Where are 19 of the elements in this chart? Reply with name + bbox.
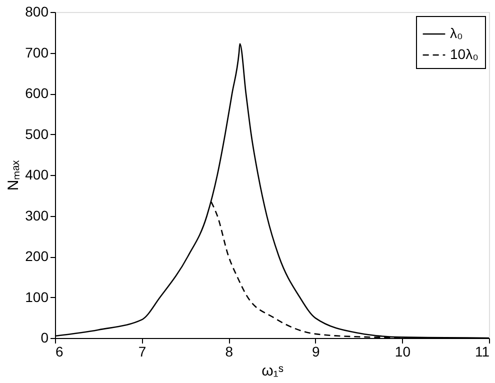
x-tick-label: 9 (312, 344, 320, 360)
y-tick-label: 300 (25, 207, 49, 224)
y-tick-label: 0 (40, 330, 49, 346)
x-tick-label: 7 (138, 344, 146, 360)
y-axis-title: Nₘₐₓ (5, 160, 22, 191)
x-tick-label: 6 (56, 344, 64, 360)
x-tick-label: 11 (474, 344, 490, 360)
x-tick-label: 10 (394, 344, 411, 360)
y-tick-label: 700 (25, 44, 49, 60)
y-tick-label: 600 (25, 85, 49, 101)
y-tick-label: 800 (25, 4, 49, 20)
x-tick-label: 8 (225, 344, 234, 360)
y-tick-label: 400 (25, 166, 49, 182)
y-tick-label: 500 (25, 126, 49, 142)
legend-label: λ₀ (450, 25, 463, 41)
legend-label: 10λ₀ (450, 46, 479, 62)
y-tick-label: 200 (25, 248, 49, 264)
x-axis-title: ω₁ˢ (262, 362, 284, 380)
y-tick-label: 100 (25, 288, 49, 305)
